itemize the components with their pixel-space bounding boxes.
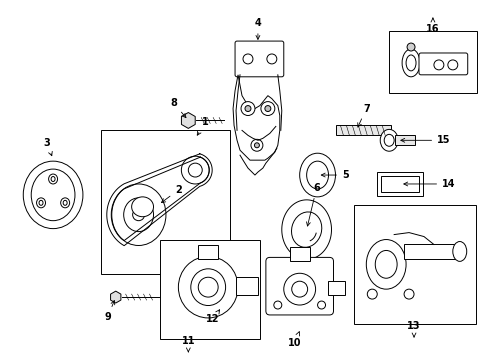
- Bar: [381, 176, 418, 192]
- Text: 11: 11: [181, 336, 195, 352]
- Ellipse shape: [37, 198, 45, 208]
- Ellipse shape: [178, 256, 238, 318]
- Text: 13: 13: [407, 321, 420, 337]
- Bar: [394, 135, 414, 145]
- Ellipse shape: [190, 269, 225, 306]
- Bar: [327, 281, 345, 295]
- Text: 3: 3: [43, 138, 52, 156]
- Ellipse shape: [374, 251, 396, 278]
- Circle shape: [433, 60, 443, 70]
- Polygon shape: [110, 291, 121, 303]
- Circle shape: [264, 105, 270, 112]
- Circle shape: [241, 102, 254, 116]
- Circle shape: [250, 139, 263, 151]
- Bar: [376, 172, 422, 196]
- Text: 6: 6: [306, 183, 319, 226]
- Ellipse shape: [123, 198, 153, 231]
- Bar: [101, 130, 230, 274]
- Ellipse shape: [48, 174, 58, 184]
- Text: 12: 12: [206, 310, 220, 324]
- Bar: [336, 125, 390, 135]
- Ellipse shape: [405, 55, 415, 71]
- Text: 7: 7: [357, 104, 369, 127]
- FancyBboxPatch shape: [418, 53, 467, 75]
- Ellipse shape: [23, 161, 83, 229]
- Text: 2: 2: [161, 185, 182, 203]
- Circle shape: [447, 60, 457, 70]
- Circle shape: [266, 54, 276, 64]
- Circle shape: [198, 277, 218, 297]
- Ellipse shape: [299, 153, 335, 197]
- Ellipse shape: [39, 201, 43, 205]
- Ellipse shape: [51, 176, 55, 181]
- Ellipse shape: [111, 184, 165, 246]
- Circle shape: [406, 43, 414, 51]
- Circle shape: [188, 163, 202, 177]
- Ellipse shape: [181, 156, 209, 184]
- Ellipse shape: [384, 134, 393, 146]
- Text: 10: 10: [287, 332, 301, 348]
- Circle shape: [261, 102, 274, 116]
- Text: 9: 9: [104, 301, 115, 322]
- Text: 15: 15: [400, 135, 449, 145]
- Text: 4: 4: [254, 18, 261, 39]
- Circle shape: [273, 301, 281, 309]
- Text: 8: 8: [170, 98, 185, 118]
- Bar: [236, 277, 257, 295]
- Ellipse shape: [63, 201, 67, 205]
- Circle shape: [291, 281, 307, 297]
- Circle shape: [244, 105, 250, 112]
- Bar: [403, 244, 458, 260]
- Circle shape: [283, 273, 315, 305]
- Bar: [289, 247, 309, 261]
- Ellipse shape: [452, 242, 466, 261]
- Polygon shape: [181, 113, 195, 129]
- Bar: [198, 246, 218, 260]
- Text: 14: 14: [403, 179, 455, 189]
- Ellipse shape: [131, 197, 153, 217]
- Polygon shape: [281, 200, 331, 259]
- Bar: [388, 31, 476, 93]
- FancyBboxPatch shape: [235, 41, 283, 77]
- Ellipse shape: [401, 49, 419, 77]
- Ellipse shape: [380, 129, 397, 151]
- Circle shape: [254, 143, 259, 148]
- Ellipse shape: [291, 212, 321, 247]
- Bar: [354, 205, 475, 324]
- Text: 16: 16: [426, 18, 439, 34]
- Ellipse shape: [61, 198, 69, 208]
- Ellipse shape: [31, 169, 75, 221]
- Circle shape: [132, 209, 144, 221]
- Circle shape: [243, 54, 252, 64]
- Bar: [160, 239, 260, 339]
- Text: 5: 5: [321, 170, 348, 180]
- Circle shape: [403, 289, 413, 299]
- Circle shape: [366, 289, 376, 299]
- Polygon shape: [233, 75, 279, 160]
- FancyBboxPatch shape: [265, 257, 333, 315]
- Circle shape: [317, 301, 325, 309]
- Ellipse shape: [306, 161, 328, 189]
- Ellipse shape: [366, 239, 405, 289]
- Text: 1: 1: [197, 117, 208, 135]
